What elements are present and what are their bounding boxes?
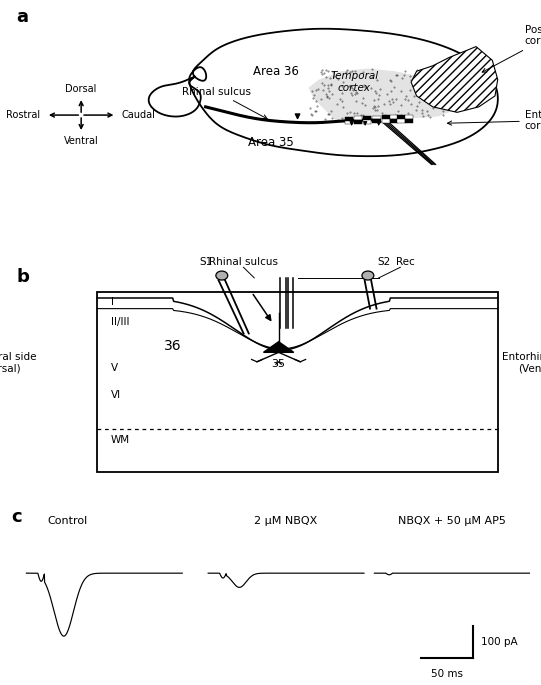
Text: S2: S2 bbox=[378, 258, 391, 267]
Text: NBQX + 50 μM AP5: NBQX + 50 μM AP5 bbox=[398, 516, 506, 526]
Text: VI: VI bbox=[111, 390, 121, 400]
Bar bbox=[390, 115, 398, 119]
Text: Entorhinal
cortex: Entorhinal cortex bbox=[447, 110, 541, 132]
Text: b: b bbox=[16, 269, 29, 286]
Bar bbox=[397, 119, 406, 123]
Text: Temporal
cortex: Temporal cortex bbox=[331, 71, 378, 93]
Bar bbox=[372, 119, 381, 123]
Text: Area 36: Area 36 bbox=[253, 65, 299, 77]
Bar bbox=[382, 115, 390, 119]
Text: S1: S1 bbox=[199, 258, 212, 267]
Bar bbox=[354, 120, 362, 124]
Bar bbox=[364, 116, 371, 120]
Bar bbox=[372, 116, 381, 119]
Text: Area 35: Area 35 bbox=[248, 136, 293, 149]
Bar bbox=[364, 120, 371, 123]
Text: I: I bbox=[111, 297, 114, 306]
Text: WM: WM bbox=[111, 435, 130, 445]
Ellipse shape bbox=[216, 271, 228, 280]
Text: a: a bbox=[16, 8, 28, 26]
Text: Entorhinal side
(Ventral): Entorhinal side (Ventral) bbox=[502, 352, 541, 374]
Text: II/III: II/III bbox=[111, 316, 129, 327]
Bar bbox=[345, 121, 353, 125]
Bar bbox=[97, 292, 498, 472]
Text: Rostral: Rostral bbox=[6, 110, 41, 120]
Text: 36: 36 bbox=[164, 340, 182, 353]
Text: Ventral: Ventral bbox=[64, 136, 98, 146]
Polygon shape bbox=[411, 47, 498, 112]
Bar bbox=[382, 119, 390, 123]
Text: 50 ms: 50 ms bbox=[431, 669, 463, 679]
Bar bbox=[397, 115, 406, 119]
Text: Rec: Rec bbox=[397, 258, 415, 267]
Bar bbox=[354, 116, 362, 120]
Text: Temporal side
(Dorsal): Temporal side (Dorsal) bbox=[0, 352, 36, 374]
Text: Rhinal sulcus: Rhinal sulcus bbox=[209, 258, 278, 267]
Text: 2 μM NBQX: 2 μM NBQX bbox=[254, 516, 318, 526]
Text: 35: 35 bbox=[272, 359, 286, 369]
Text: 100 pA: 100 pA bbox=[481, 637, 517, 647]
Ellipse shape bbox=[362, 271, 374, 280]
Bar bbox=[405, 115, 413, 119]
Text: V: V bbox=[111, 363, 118, 373]
Bar bbox=[390, 119, 398, 123]
Bar bbox=[405, 119, 413, 123]
Polygon shape bbox=[263, 342, 294, 352]
Text: Caudal: Caudal bbox=[122, 110, 156, 120]
Text: Dorsal: Dorsal bbox=[65, 84, 97, 94]
Polygon shape bbox=[308, 68, 454, 120]
Text: Postrhinal
cortex: Postrhinal cortex bbox=[482, 25, 541, 72]
Bar bbox=[345, 116, 353, 121]
Text: Control: Control bbox=[48, 516, 88, 526]
Text: Rhinal sulcus: Rhinal sulcus bbox=[182, 86, 267, 119]
Text: c: c bbox=[11, 508, 22, 526]
